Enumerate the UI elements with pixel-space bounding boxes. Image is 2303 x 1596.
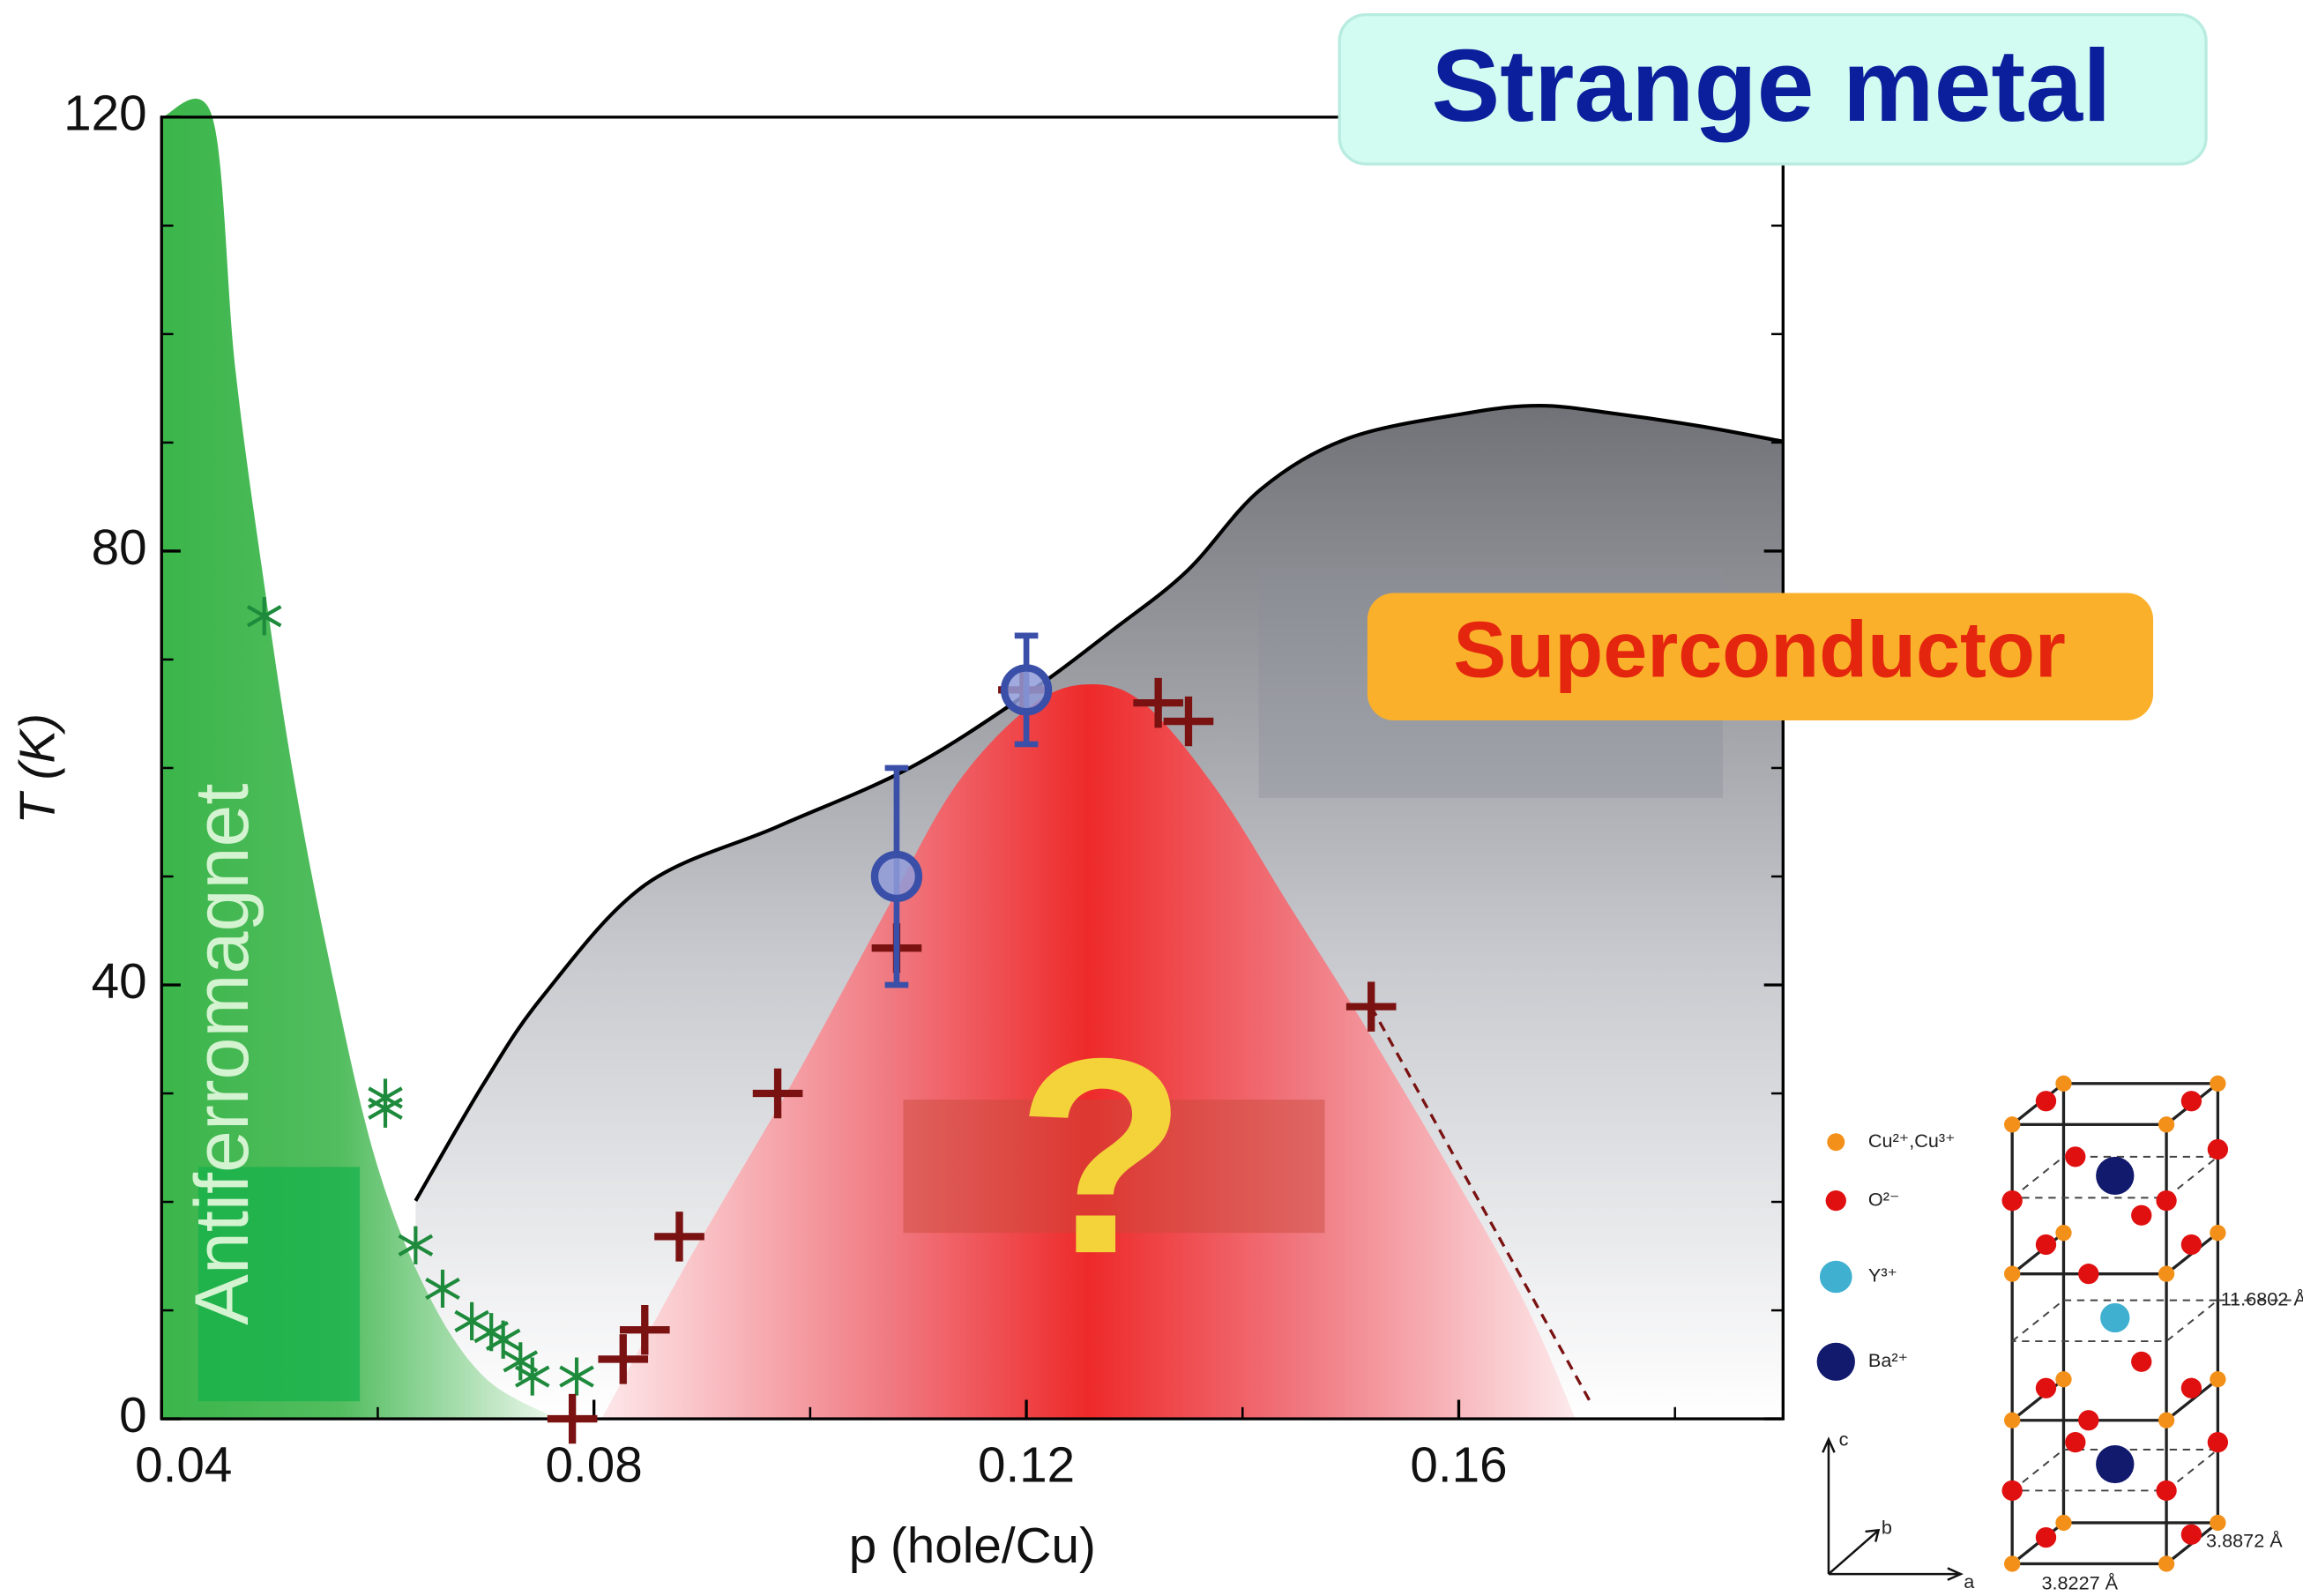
atom <box>2181 1091 2202 1111</box>
y-tick-label: 0 <box>119 1387 147 1443</box>
atom <box>2002 1190 2023 1211</box>
circle-point <box>875 854 919 899</box>
atom <box>2002 1480 2023 1501</box>
atom <box>2158 1266 2174 1282</box>
atom <box>2210 1225 2225 1241</box>
atom <box>2004 1555 2020 1571</box>
page: {"chart_data": { "type": "phase", "x_lab… <box>0 0 2303 1596</box>
legend-swatch <box>1826 1190 1846 1211</box>
x-tick-label: 0.16 <box>1410 1437 1507 1493</box>
atom <box>2078 1410 2098 1430</box>
legend-swatch <box>1817 1343 1855 1381</box>
region-label: Superconductor <box>1453 607 2066 695</box>
annotation: ? <box>1017 1001 1187 1311</box>
y-axis-label: T (K) <box>10 713 65 824</box>
asterisk-point <box>369 1078 402 1116</box>
y-tick-label: 40 <box>92 953 147 1009</box>
x-tick-label: 0.04 <box>135 1437 232 1493</box>
atom <box>2156 1190 2176 1211</box>
legend-label: O²⁻ <box>1868 1188 1899 1210</box>
x-axis-label: p (hole/Cu) <box>849 1518 1096 1573</box>
region-label: Antiferromagnet <box>180 783 265 1324</box>
atom <box>2158 1116 2174 1132</box>
atom <box>2078 1264 2098 1284</box>
atom <box>2055 1076 2071 1092</box>
atom <box>2181 1525 2202 1545</box>
atom <box>2036 1527 2056 1548</box>
atom <box>2208 1432 2228 1452</box>
atom <box>2065 1146 2085 1167</box>
x-tick-label: 0.08 <box>546 1437 643 1493</box>
atom <box>2210 1371 2225 1387</box>
legend-label: Ba²⁺ <box>1868 1349 1908 1371</box>
atom <box>2055 1515 2071 1531</box>
legend-swatch <box>1820 1261 1852 1294</box>
atom <box>2004 1116 2020 1132</box>
circle-point <box>1004 667 1048 712</box>
atom <box>2131 1352 2151 1372</box>
atom <box>2181 1234 2202 1255</box>
x-tick-label: 0.12 <box>978 1437 1075 1493</box>
axes-arrows <box>1822 1439 1961 1579</box>
legend-swatch <box>1827 1133 1845 1151</box>
crystal-inset: Cu²⁺,Cu³⁺ O²⁻ Y³⁺ Ba²⁺ 11.6802 Å 3.8872 Å 3… <box>1817 1076 2303 1594</box>
atom <box>2036 1091 2056 1111</box>
chart: 0 40 80 120 0.04 0.08 0.12 0.16 T (K) p (hole/C… <box>0 0 2303 1596</box>
y-tick-label: 80 <box>92 519 147 575</box>
atom <box>2055 1371 2071 1387</box>
region-label: Strange metal <box>1431 28 2111 143</box>
lattice-label: 3.8872 Å <box>2206 1529 2283 1551</box>
axis-letter: b <box>1882 1516 1892 1538</box>
axis-letter: a <box>1964 1570 1975 1592</box>
atom <box>2158 1555 2174 1571</box>
atom <box>2055 1225 2071 1241</box>
y-tick-label: 120 <box>63 86 146 141</box>
atom <box>2208 1139 2228 1160</box>
lattice-dashes <box>2012 1157 2292 1491</box>
atom <box>2210 1076 2225 1092</box>
atom <box>2181 1378 2202 1398</box>
lattice-label: 3.8227 Å <box>2041 1571 2118 1593</box>
axis-letter: c <box>1839 1428 1849 1451</box>
atom <box>2036 1378 2056 1398</box>
atom <box>2004 1266 2020 1282</box>
legend-label: Y³⁺ <box>1868 1264 1897 1286</box>
legend-label: Cu²⁺,Cu³⁺ <box>1868 1130 1956 1152</box>
atom <box>2156 1480 2176 1501</box>
atom <box>2100 1303 2129 1332</box>
atom <box>2065 1432 2085 1452</box>
atom <box>2004 1413 2020 1428</box>
atom <box>2096 1445 2134 1483</box>
atom <box>2131 1205 2151 1226</box>
lattice-label: 11.6802 Å <box>2221 1287 2303 1309</box>
atom <box>2096 1157 2134 1195</box>
atom <box>2036 1234 2056 1255</box>
atom <box>2158 1413 2174 1428</box>
